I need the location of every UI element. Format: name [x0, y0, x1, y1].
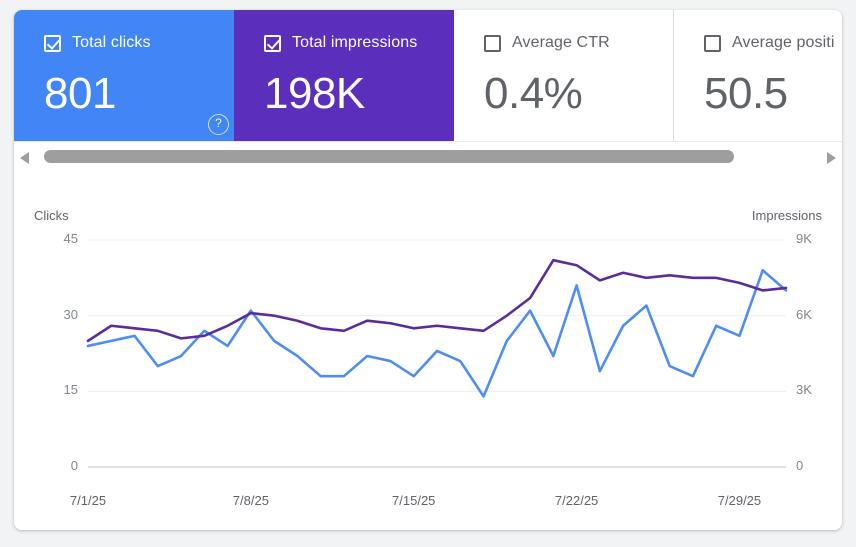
right-y-tick: 9K	[796, 231, 812, 246]
tab-average-position[interactable]: Average positi 50.5	[674, 10, 842, 141]
tab-average-position-label: Average positi	[732, 34, 835, 51]
right-y-tick: 0	[796, 458, 804, 473]
left-axis-title: Clicks	[34, 208, 69, 223]
scroll-right-arrow-icon[interactable]	[820, 142, 842, 172]
right-y-tick: 6K	[796, 306, 812, 322]
tab-average-position-value: 50.5	[704, 69, 788, 118]
x-axis-tick: 7/15/25	[392, 493, 436, 508]
chart-plot	[86, 239, 788, 468]
tab-total-clicks-label: Total clicks	[72, 34, 151, 51]
x-axis-tick: 7/22/25	[554, 493, 599, 508]
left-y-tick: 30	[63, 306, 78, 322]
x-axis-tick: 7/8/25	[232, 493, 269, 508]
tab-total-clicks-header: Total clicks	[44, 34, 151, 52]
tab-total-impressions-label: Total impressions	[292, 34, 418, 51]
tab-total-impressions[interactable]: Total impressions 198K ?	[234, 10, 669, 141]
series-lines	[86, 258, 788, 398]
series-line-impressions	[86, 258, 788, 343]
x-axis-tick: 7/29/25	[717, 493, 762, 508]
checkbox-average-position[interactable]	[704, 34, 721, 52]
tab-total-clicks[interactable]: Total clicks 801 ?	[14, 10, 234, 141]
tab-average-ctr-value: 0.4%	[484, 69, 583, 118]
tab-average-position-header: Average positi	[704, 34, 835, 52]
scroll-left-arrow-icon[interactable]	[14, 142, 36, 172]
gridlines	[88, 239, 786, 468]
tab-average-ctr-label: Average CTR	[512, 34, 610, 51]
scrollbar-thumb[interactable]	[44, 150, 734, 163]
right-y-tick: 3K	[796, 382, 812, 398]
tab-average-ctr[interactable]: Average CTR 0.4% ?	[454, 10, 674, 141]
performance-card: Total clicks 801 ? Total impressions 198…	[14, 10, 842, 530]
tab-total-clicks-value: 801	[44, 69, 116, 118]
left-y-tick: 0	[70, 458, 78, 473]
tab-average-ctr-header: Average CTR	[484, 34, 610, 52]
checkbox-average-ctr[interactable]	[484, 34, 501, 52]
x-axis-tick: 7/1/25	[69, 493, 107, 508]
metric-tabs: Total clicks 801 ? Total impressions 198…	[14, 10, 842, 141]
left-y-tick: 15	[63, 382, 78, 398]
tab-total-impressions-value: 198K	[264, 69, 365, 118]
performance-chart: Clicks Impressions 45 9K 30 6K 15 3K 0 0 7/1/25…	[14, 171, 842, 530]
checkbox-total-impressions[interactable]	[264, 34, 281, 52]
series-line-clicks	[86, 268, 788, 398]
scrollbar-track[interactable]	[36, 142, 820, 172]
left-y-tick: 45	[63, 231, 78, 246]
right-axis-title: Impressions	[751, 208, 822, 223]
help-icon-total-clicks[interactable]: ?	[208, 114, 229, 135]
tab-total-impressions-header: Total impressions	[264, 34, 417, 52]
checkbox-total-clicks[interactable]	[44, 34, 61, 52]
horizontal-scrollbar[interactable]	[14, 141, 842, 172]
